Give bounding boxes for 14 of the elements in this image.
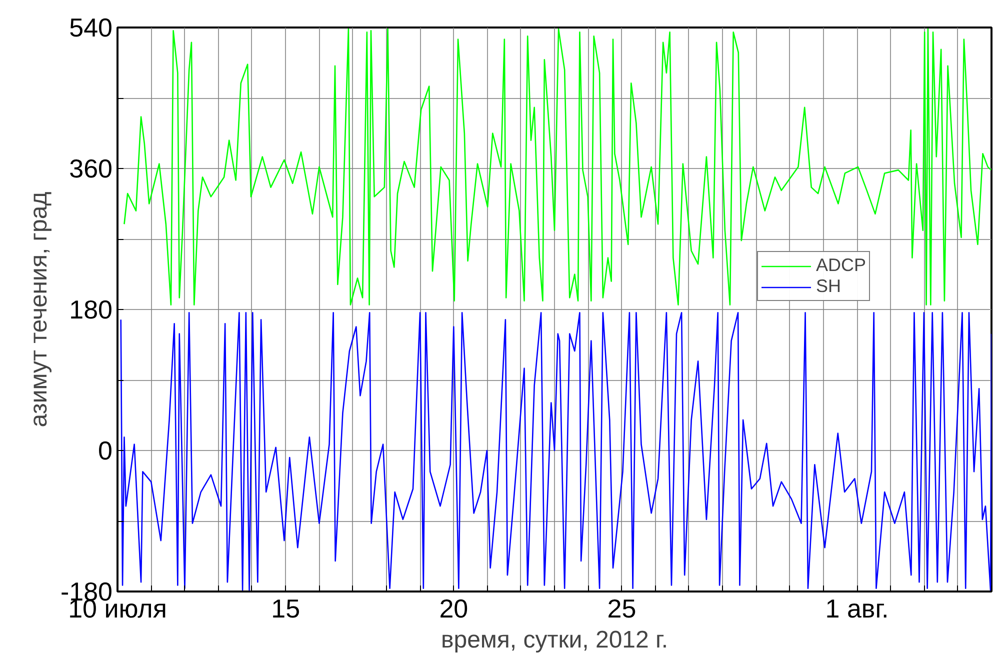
y-axis-title: азимут течения, град <box>25 192 52 428</box>
y-tick-label: 0 <box>98 436 113 466</box>
line-series <box>124 28 992 306</box>
x-tick-label: 15 <box>271 594 300 624</box>
legend-label: SH <box>816 276 842 297</box>
y-tick-label: 180 <box>69 294 113 324</box>
x-tick-label: 25 <box>607 594 636 624</box>
legend-label: ADCP <box>816 255 866 276</box>
x-tick-label: 20 <box>439 594 468 624</box>
y-tick-label: 360 <box>69 154 113 184</box>
line-series <box>120 312 992 591</box>
y-tick-label: 540 <box>69 12 113 42</box>
x-tick-label: 1 авг. <box>825 594 889 624</box>
x-axis-title: время, сутки, 2012 г. <box>440 626 668 654</box>
